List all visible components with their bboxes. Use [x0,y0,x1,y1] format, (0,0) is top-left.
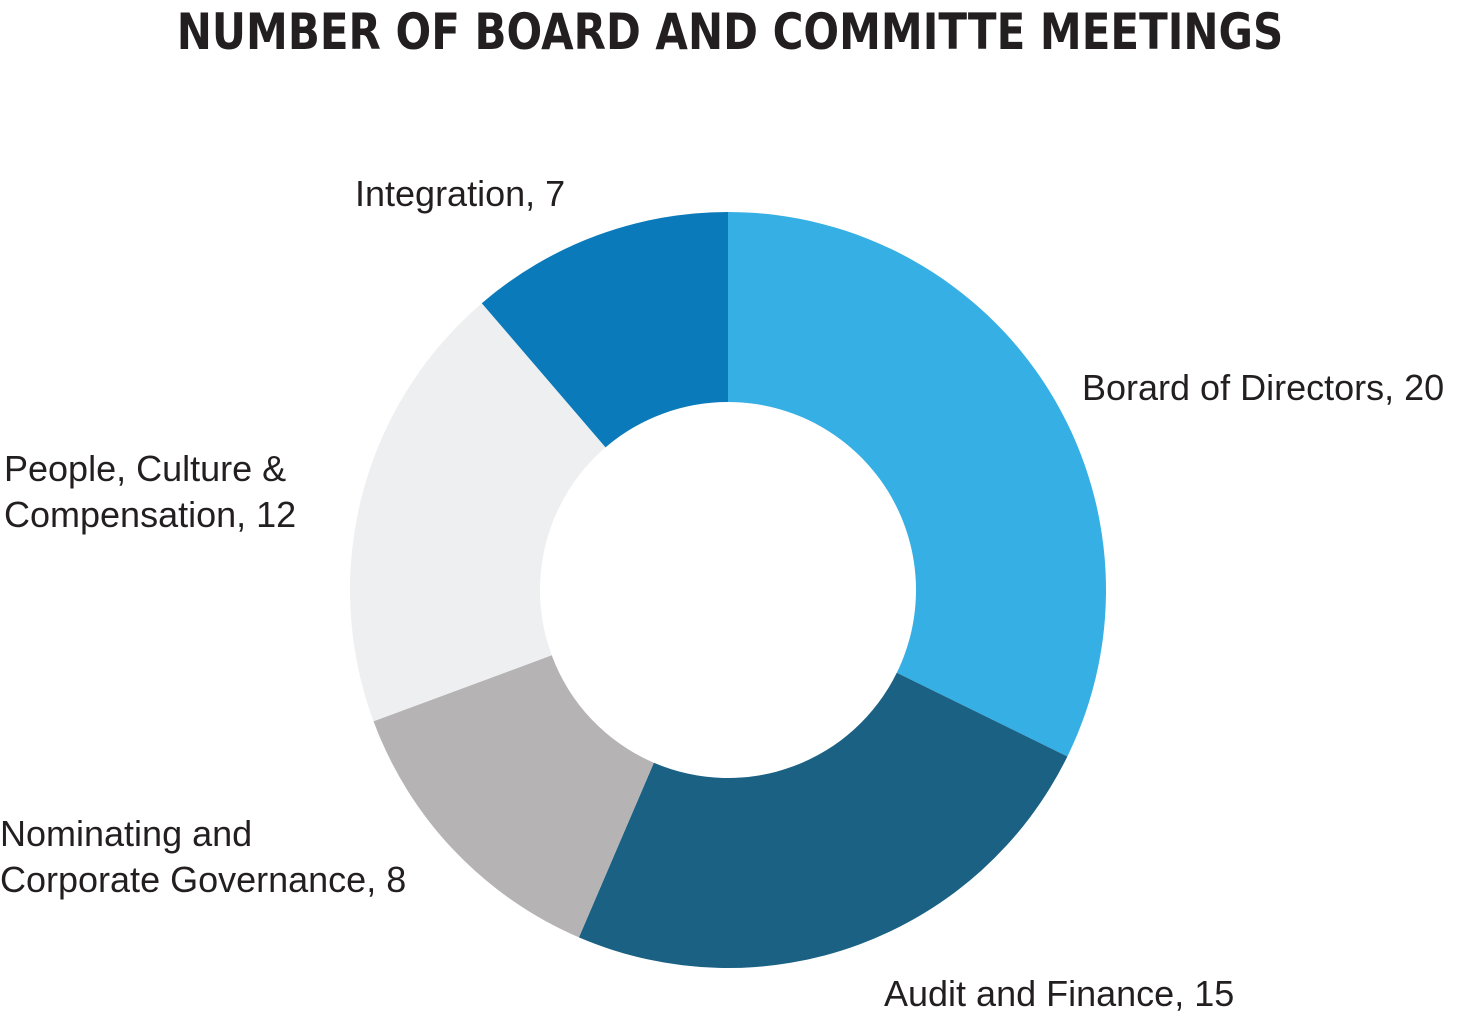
chart-title: NUMBER OF BOARD AND COMMITTE MEETINGS [176,3,1284,61]
slice-label-board-of-directors: Borard of Directors, 20 [1082,365,1444,411]
slice-label-line: Integration, 7 [355,173,566,214]
slice-label-nominating-governance: Nominating and Corporate Governance, 8 [0,811,406,903]
slice-people-culture-compensation [350,303,606,722]
slice-label-line: People, Culture & [4,448,287,489]
slice-nominating-governance [373,655,654,938]
slice-label-line: Borard of Directors, 20 [1082,367,1445,408]
slice-board-of-directors [728,212,1107,757]
slice-integration [481,212,728,448]
slice-label-line: Audit and Finance, 15 [884,973,1235,1014]
slice-label-line: Nominating and [0,813,253,854]
slice-label-line: Compensation, 12 [4,494,297,535]
slice-label-people-culture-compensation: People, Culture & Compensation, 12 [4,446,296,538]
slice-label-integration: Integration, 7 [355,171,565,217]
slice-label-audit-and-finance: Audit and Finance, 15 [884,971,1234,1017]
slice-audit-and-finance [578,672,1068,968]
slice-label-line: Corporate Governance, 8 [0,859,407,900]
